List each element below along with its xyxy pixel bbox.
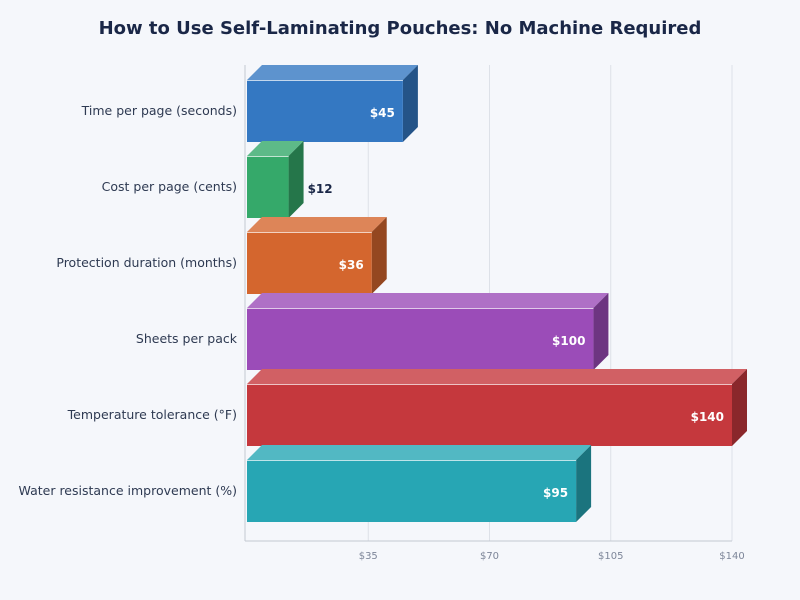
x-tick-label: $70 [480,551,499,562]
bar [247,460,577,522]
bar [247,156,289,218]
category-label: Protection duration (months) [56,255,237,270]
value-label: $95 [543,486,568,500]
bar-side [593,293,609,370]
bar-side [732,369,747,446]
x-tick-label: $35 [359,551,378,562]
category-label: Temperature tolerance (°F) [67,407,237,422]
bar-group: $12 [247,141,333,218]
category-label: Cost per page (cents) [102,179,237,194]
value-label: $36 [339,258,364,272]
bar-group: $100 [247,293,609,370]
bar [247,80,403,142]
value-label: $100 [552,334,585,348]
bar-side [371,217,387,294]
category-label: Water resistance improvement (%) [19,483,237,498]
bar-side [402,65,418,142]
bar-top [247,141,304,156]
bar [247,232,372,294]
bar-top [247,369,747,384]
x-tick-label: $105 [598,551,623,562]
category-label: Sheets per pack [136,331,238,346]
bar-group: $95 [247,445,592,522]
bar-top [247,65,418,80]
bar-top [247,217,387,232]
value-label: $12 [308,182,333,196]
bar-side [576,445,592,522]
bar [247,308,594,370]
x-tick-label: $140 [719,551,744,562]
bar-group: $45 [247,65,418,142]
chart-title: How to Use Self-Laminating Pouches: No M… [99,18,702,39]
category-label: Time per page (seconds) [81,103,237,118]
bar-top [247,293,609,308]
bar-side [288,141,304,218]
bar-group: $36 [247,217,387,294]
bar-top [247,445,592,460]
bar-group: $140 [247,369,747,446]
value-label: $140 [691,410,724,424]
value-label: $45 [370,106,395,120]
bar [247,384,732,446]
